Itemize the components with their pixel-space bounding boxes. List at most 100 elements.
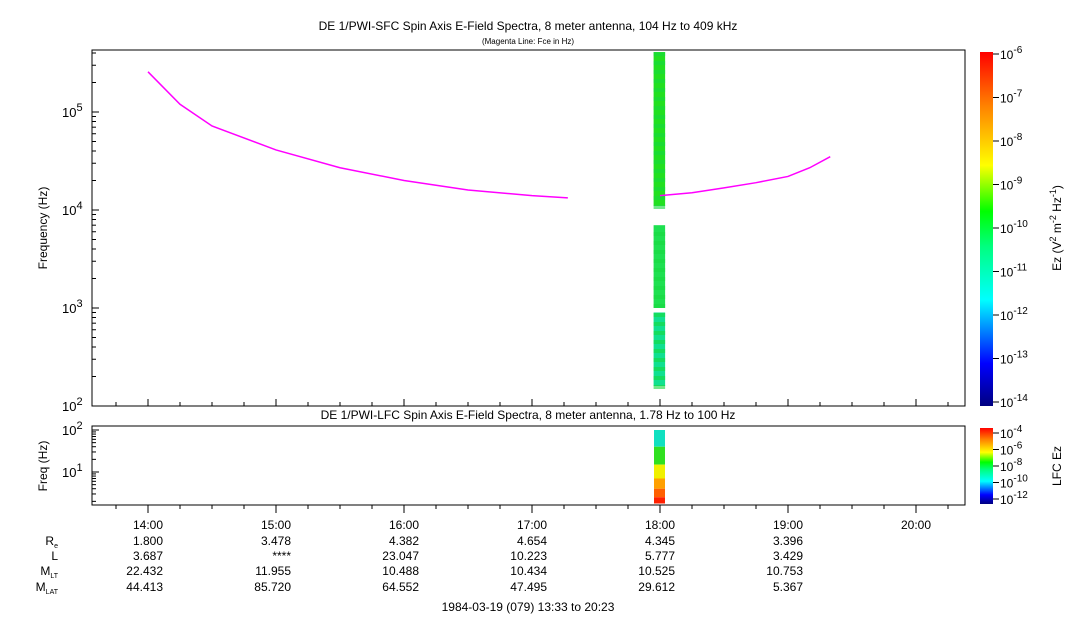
spectra-cell bbox=[653, 241, 666, 245]
lfc-spectra-block-2 bbox=[654, 464, 665, 479]
spectra-block-1 bbox=[653, 225, 666, 308]
ephemeris-row-label: L bbox=[51, 549, 58, 563]
colorbar-tick-label: 10-12 bbox=[1000, 490, 1028, 507]
top-panel-title: DE 1/PWI-SFC Spin Axis E-Field Spectra, … bbox=[319, 19, 738, 33]
spectra-cell bbox=[653, 349, 666, 353]
fce-line-0 bbox=[147, 71, 568, 199]
spectra-cell bbox=[653, 376, 666, 380]
top-colorbar-label: Ez (V2 m-2 Hz-1) bbox=[1048, 185, 1064, 271]
spectra-cell bbox=[653, 268, 666, 272]
ephemeris-value: 3.687 bbox=[133, 549, 163, 563]
ephemeris-value: 5.367 bbox=[773, 580, 803, 594]
ephemeris-value: 64.552 bbox=[382, 580, 419, 594]
ephemeris-value: 47.495 bbox=[510, 580, 547, 594]
ephemeris-value: **** bbox=[272, 549, 291, 563]
ephemeris-row-label: MLAT bbox=[36, 580, 59, 596]
lfc-spectra-block-3 bbox=[654, 478, 665, 489]
bottom-colorbar bbox=[980, 428, 993, 504]
ephemeris-value: 10.753 bbox=[766, 564, 803, 578]
colorbar-tick-label: 10-7 bbox=[1000, 89, 1023, 106]
ephemeris-value: 4.382 bbox=[389, 534, 419, 548]
lfc-spectra-block-0 bbox=[654, 430, 665, 447]
ephemeris-value: 85.720 bbox=[254, 580, 291, 594]
spectra-cell bbox=[653, 259, 666, 263]
spectra-cell bbox=[653, 358, 666, 362]
bottom-panel-title: DE 1/PWI-LFC Spin Axis E-Field Spectra, … bbox=[321, 408, 736, 422]
colorbar-tick-label: 10-9 bbox=[1000, 176, 1023, 193]
spectra-cell bbox=[653, 61, 666, 65]
ephemeris-value: 10.525 bbox=[638, 564, 675, 578]
ephemeris-value: 3.396 bbox=[773, 534, 803, 548]
spectra-cell bbox=[653, 322, 666, 326]
spectra-cell bbox=[653, 115, 666, 119]
colorbar-tick-label: 10-13 bbox=[1000, 350, 1028, 367]
spectra-cell bbox=[653, 124, 666, 128]
ephemeris-row-label: MLT bbox=[40, 564, 58, 580]
ephemeris-value: 22.432 bbox=[126, 564, 163, 578]
spectra-cell bbox=[653, 385, 666, 389]
y-tick-label: 102 bbox=[62, 420, 83, 438]
colorbar-tick-label: 10-10 bbox=[1000, 474, 1028, 491]
x-tick-label: 14:00 bbox=[133, 518, 163, 532]
x-tick-label: 18:00 bbox=[645, 518, 675, 532]
ephemeris-value: 4.654 bbox=[517, 534, 547, 548]
spectra-cell bbox=[653, 70, 666, 74]
spectra-cell bbox=[653, 88, 666, 92]
ephemeris-value: 4.345 bbox=[645, 534, 675, 548]
colorbar-tick-label: 10-6 bbox=[1000, 45, 1023, 62]
spectra-cell bbox=[653, 187, 666, 191]
spectra-cell bbox=[653, 79, 666, 83]
x-tick-label: 15:00 bbox=[261, 518, 291, 532]
spectra-cell bbox=[653, 232, 666, 236]
ephemeris-value: 3.429 bbox=[773, 549, 803, 563]
ephemeris-value: 29.612 bbox=[638, 580, 675, 594]
colorbar-tick-label: 10-4 bbox=[1000, 424, 1023, 441]
spectra-cell bbox=[653, 304, 666, 308]
spectra-cell bbox=[653, 106, 666, 110]
ephemeris-value: 23.047 bbox=[382, 549, 419, 563]
y-tick-label: 105 bbox=[62, 102, 83, 120]
spectra-cell bbox=[653, 277, 666, 281]
spectra-block-0 bbox=[653, 52, 666, 206]
colorbar-tick-label: 10-14 bbox=[1000, 393, 1028, 410]
spectra-cell bbox=[653, 340, 666, 344]
y-tick-label: 103 bbox=[62, 298, 83, 316]
colorbar-tick-label: 10-11 bbox=[1000, 263, 1028, 280]
spectra-cell bbox=[653, 133, 666, 137]
spectra-cell bbox=[653, 151, 666, 155]
time-range-footer: 1984-03-19 (079) 13:33 to 20:23 bbox=[442, 600, 615, 614]
spectra-cell bbox=[653, 160, 666, 164]
ephemeris-value: 44.413 bbox=[126, 580, 163, 594]
spectra-cell bbox=[653, 142, 666, 146]
x-tick-label: 16:00 bbox=[389, 518, 419, 532]
spectra-cell bbox=[653, 250, 666, 254]
ephemeris-value: 5.777 bbox=[645, 549, 675, 563]
colorbar-tick-label: 10-10 bbox=[1000, 219, 1028, 236]
spectra-cell bbox=[653, 295, 666, 299]
ephemeris-row-label: Re bbox=[45, 534, 58, 550]
spectra-cell bbox=[653, 367, 666, 371]
ephemeris-value: 10.223 bbox=[510, 549, 547, 563]
spectra-cell bbox=[653, 52, 666, 56]
colorbar-tick-label: 10-8 bbox=[1000, 132, 1023, 149]
bottom-panel-frame bbox=[91, 425, 966, 506]
top-colorbar bbox=[980, 52, 993, 406]
colorbar-tick-label: 10-8 bbox=[1000, 457, 1023, 474]
spectra-cell bbox=[653, 97, 666, 101]
colorbar-tick-label: 10-6 bbox=[1000, 441, 1023, 458]
spectra-cell bbox=[653, 286, 666, 290]
ephemeris-value: 1.800 bbox=[133, 534, 163, 548]
y-tick-label: 104 bbox=[62, 200, 83, 218]
ephemeris-value: 10.488 bbox=[382, 564, 419, 578]
y-tick-label: 101 bbox=[62, 462, 83, 480]
lfc-spectra-block-5 bbox=[654, 497, 665, 504]
x-tick-label: 17:00 bbox=[517, 518, 547, 532]
spectra-cell bbox=[653, 331, 666, 335]
x-tick-label: 20:00 bbox=[901, 518, 931, 532]
colorbar-tick-label: 10-12 bbox=[1000, 306, 1028, 323]
top-panel-subtitle: (Magenta Line: Fce in Hz) bbox=[482, 37, 574, 46]
bottom-colorbar-label: LFC Ez bbox=[1050, 446, 1064, 486]
fce-line-1 bbox=[659, 156, 831, 197]
